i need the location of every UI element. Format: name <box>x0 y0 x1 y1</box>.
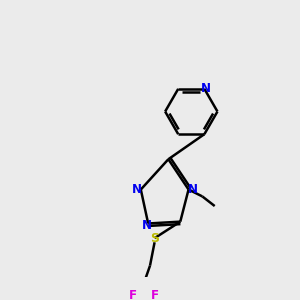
Text: N: N <box>142 219 152 232</box>
Text: F: F <box>129 289 136 300</box>
Text: N: N <box>201 82 211 95</box>
Text: N: N <box>131 183 141 196</box>
Text: F: F <box>151 289 159 300</box>
Text: N: N <box>188 183 198 196</box>
Text: S: S <box>150 232 159 245</box>
